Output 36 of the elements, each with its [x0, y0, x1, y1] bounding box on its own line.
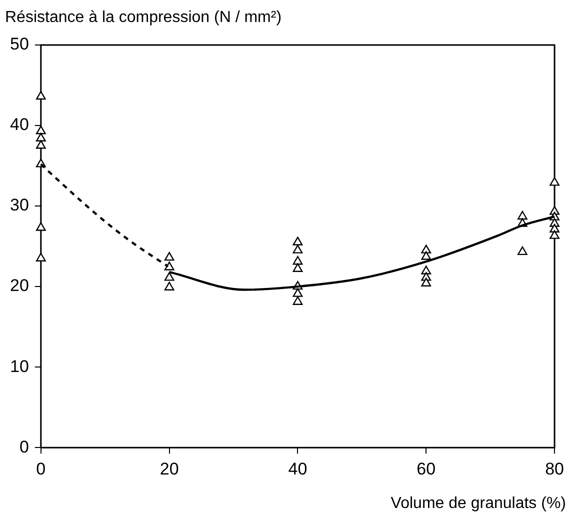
- point: [36, 222, 46, 231]
- y-axis-title: Résistance à la compression (N / mm²): [5, 9, 282, 26]
- x-axis-title: Volume de granulats (%): [390, 495, 566, 512]
- point: [292, 236, 303, 246]
- y-tick-label: 30: [10, 196, 29, 215]
- point: [292, 244, 303, 254]
- point: [292, 256, 303, 265]
- point: [292, 263, 303, 272]
- point: [518, 246, 528, 256]
- x-tick-label: 0: [36, 459, 46, 478]
- point: [292, 296, 303, 305]
- point: [36, 140, 46, 149]
- y-tick-label: 50: [10, 34, 29, 54]
- x-tick-label: 60: [416, 459, 436, 478]
- point: [164, 252, 174, 261]
- point: [36, 90, 46, 100]
- point: [550, 230, 560, 239]
- x-tick-label: 40: [288, 459, 308, 478]
- point: [36, 132, 46, 142]
- point: [421, 251, 432, 260]
- y-tick-label: 0: [19, 437, 29, 456]
- point: [164, 272, 174, 281]
- point: [550, 224, 560, 232]
- y-tick-label: 10: [10, 356, 29, 376]
- y-tick-label: 20: [10, 276, 29, 296]
- point: [421, 278, 432, 286]
- point: [292, 288, 303, 297]
- point: [164, 262, 174, 270]
- y-tick-label: 40: [10, 115, 29, 134]
- point: [36, 126, 46, 134]
- x-tick-label: 20: [160, 459, 179, 478]
- point: [164, 282, 174, 290]
- point: [518, 210, 528, 220]
- x-tick-label: 80: [545, 459, 564, 478]
- point: [36, 252, 46, 262]
- point: [550, 177, 560, 186]
